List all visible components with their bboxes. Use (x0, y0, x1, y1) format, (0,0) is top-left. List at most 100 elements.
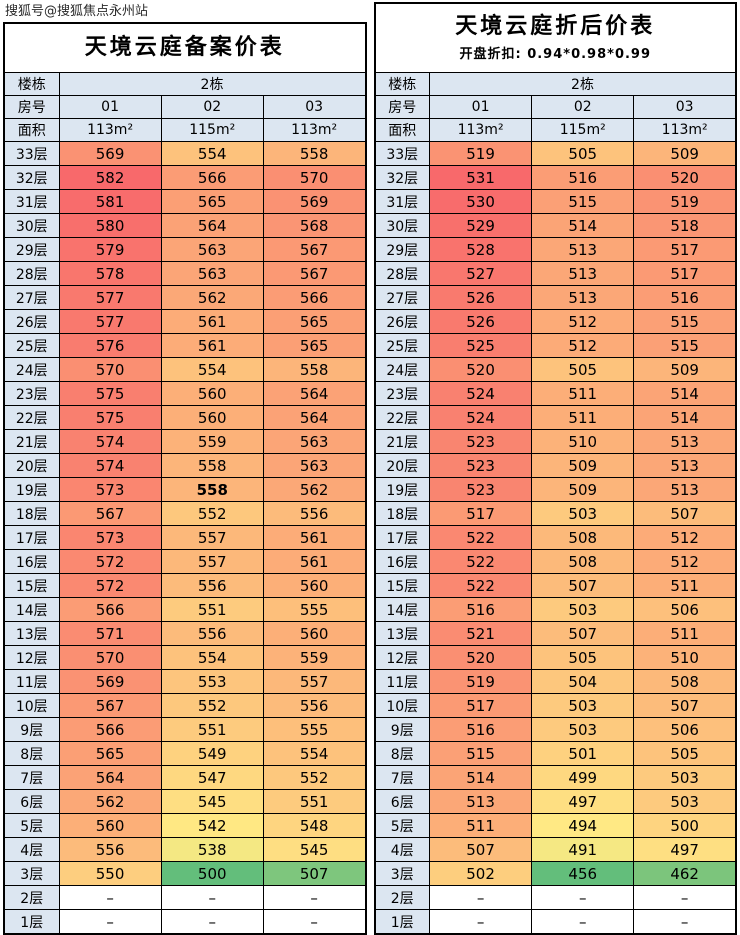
price-cell: 577 (58, 309, 162, 334)
price-cell: 507 (262, 861, 367, 886)
listed-price-table: 天境云庭备案价表 楼栋 2栋 房号 01 02 03 面积 113m² 115m² 113m² 33… (3, 22, 367, 935)
price-cell: 527 (428, 261, 533, 286)
room-number: 02 (531, 95, 635, 119)
price-cell: 538 (160, 837, 264, 862)
floor-row: 29层 528 513 517 (374, 237, 737, 262)
price-cell: 567 (262, 237, 367, 262)
price-cell: 513 (531, 261, 635, 286)
floor-label: 2层 (374, 885, 430, 910)
floor-label: 32层 (374, 165, 430, 190)
floor-label: 19层 (374, 477, 430, 502)
price-cell: 545 (262, 837, 367, 862)
floor-label: 27层 (3, 285, 60, 310)
watermark: 搜狐号@搜狐焦点永州站 (5, 4, 149, 19)
price-cell: 548 (262, 813, 367, 838)
price-cell: 567 (262, 261, 367, 286)
price-cell: 518 (633, 213, 737, 238)
price-cell: 575 (58, 381, 162, 406)
floor-label: 33层 (374, 141, 430, 166)
room-number: 01 (58, 95, 162, 119)
floor-label: 30层 (3, 213, 60, 238)
price-cell: 564 (58, 765, 162, 790)
price-cell: 514 (633, 381, 737, 406)
floor-row: 10层 567 552 556 (3, 693, 367, 718)
price-cell: 526 (428, 285, 533, 310)
floor-label: 3层 (3, 861, 60, 886)
area-value: 115m² (531, 118, 635, 142)
floor-label: 31层 (3, 189, 60, 214)
price-cell: 513 (633, 453, 737, 478)
room-label: 房号 (3, 95, 60, 119)
floor-row: 6层 562 545 551 (3, 789, 367, 814)
price-cell: 557 (160, 525, 264, 550)
floor-row: 4层 507 491 497 (374, 837, 737, 862)
floor-label: 8层 (374, 741, 430, 766)
floor-row: 31层 530 515 519 (374, 189, 737, 214)
price-cell: 564 (262, 381, 367, 406)
floor-label: 27层 (374, 285, 430, 310)
price-cell: 558 (160, 477, 264, 502)
floor-label: 1层 (374, 909, 430, 935)
floor-label: 28层 (374, 261, 430, 286)
floor-row: 13层 571 556 560 (3, 621, 367, 646)
price-cell: 570 (58, 357, 162, 382)
floor-row: 17层 573 557 561 (3, 525, 367, 550)
price-cell: 564 (160, 213, 264, 238)
price-cell: 501 (531, 741, 635, 766)
floor-label: 23层 (3, 381, 60, 406)
price-cell: 515 (633, 309, 737, 334)
floor-row: 3层 502 456 462 (374, 861, 737, 886)
price-cell: 573 (58, 525, 162, 550)
price-cell: 567 (58, 501, 162, 526)
floor-label: 16层 (3, 549, 60, 574)
price-cell: 580 (58, 213, 162, 238)
price-cell: 560 (160, 381, 264, 406)
floor-row: 5层 560 542 548 (3, 813, 367, 838)
floor-row: 32层 582 566 570 (3, 165, 367, 190)
floor-label: 25层 (374, 333, 430, 358)
floor-label: 1层 (3, 909, 60, 935)
floor-row: 19层 573 558 562 (3, 477, 367, 502)
floor-row: 12层 520 505 510 (374, 645, 737, 670)
price-cell: 505 (531, 357, 635, 382)
floor-label: 9层 (3, 717, 60, 742)
floor-row: 14层 566 551 555 (3, 597, 367, 622)
floor-label: 16层 (374, 549, 430, 574)
price-cell: 557 (262, 669, 367, 694)
price-cell: 558 (160, 453, 264, 478)
floor-label: 21层 (3, 429, 60, 454)
discount-price-column: 天境云庭折后价表 开盘折扣: 0.94*0.98*0.99 楼栋 2栋 房号 01 02… (373, 2, 737, 935)
floor-row: 32层 531 516 520 (374, 165, 737, 190)
floor-row: 28层 527 513 517 (374, 261, 737, 286)
area-value: 113m² (262, 118, 367, 142)
price-cell: 577 (58, 285, 162, 310)
price-cell: 507 (531, 621, 635, 646)
floor-row: 17层 522 508 512 (374, 525, 737, 550)
floor-label: 13层 (3, 621, 60, 646)
price-cell: 565 (262, 333, 367, 358)
price-cell: 520 (428, 645, 533, 670)
price-cell: 560 (262, 573, 367, 598)
floor-label: 7层 (374, 765, 430, 790)
price-cell: 502 (428, 861, 533, 886)
price-cell: 554 (160, 357, 264, 382)
price-cell: 529 (428, 213, 533, 238)
area-label: 面积 (374, 118, 430, 142)
price-cell: 562 (262, 477, 367, 502)
price-cell: 573 (58, 477, 162, 502)
price-cell: – (531, 909, 635, 935)
floor-row: 18层 567 552 556 (3, 501, 367, 526)
price-cell: 554 (160, 645, 264, 670)
room-label: 房号 (374, 95, 430, 119)
floor-row: 33层 569 554 558 (3, 141, 367, 166)
price-cell: 551 (262, 789, 367, 814)
price-cell: 519 (428, 141, 533, 166)
floor-row: 31层 581 565 569 (3, 189, 367, 214)
price-cell: 507 (531, 573, 635, 598)
price-cell: 560 (160, 405, 264, 430)
floor-row: 33层 519 505 509 (374, 141, 737, 166)
price-cell: 558 (262, 141, 367, 166)
floor-row: 27层 577 562 566 (3, 285, 367, 310)
price-cell: 516 (531, 165, 635, 190)
